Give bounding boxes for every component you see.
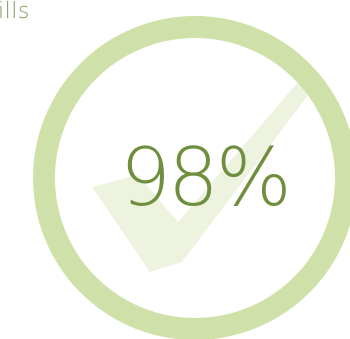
section-title: ills	[0, 0, 30, 24]
progress-ring-track	[33, 16, 350, 339]
checkmark-icon	[92, 68, 318, 272]
percent-value: 98%	[120, 131, 292, 224]
